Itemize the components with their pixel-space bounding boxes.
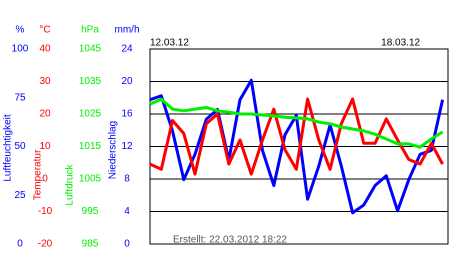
- y-tick-label: 995: [82, 206, 99, 217]
- y-tick-label: 1025: [79, 109, 102, 120]
- annotation: Erstellt: 22.03.2012 18:22: [173, 235, 287, 246]
- axis-unit: hPa: [81, 25, 99, 36]
- y-tick-label: 1015: [79, 141, 102, 152]
- y-tick-label: 24: [121, 44, 133, 55]
- axis-unit: mm/h: [115, 25, 140, 36]
- axis-title: Niederschlag: [108, 121, 119, 179]
- y-tick-label: 1035: [79, 76, 102, 87]
- y-tick-label: 10: [39, 141, 51, 152]
- y-tick-label: -20: [38, 239, 53, 250]
- y-tick-label: 50: [14, 141, 26, 152]
- y-tick-label: 20: [121, 76, 133, 87]
- y-tick-label: 8: [124, 174, 130, 185]
- x-tick-label: 12.03.12: [150, 38, 189, 49]
- series-line: [149, 78, 445, 215]
- axis-title: Temperatur: [33, 149, 44, 200]
- series-line: [149, 97, 444, 149]
- y-tick-label: 16: [121, 109, 133, 120]
- axis-title: Luftdruck: [65, 163, 76, 205]
- y-tick-label: 1045: [79, 44, 102, 55]
- y-tick-label: 75: [14, 92, 26, 103]
- y-tick-label: 40: [39, 44, 51, 55]
- y-tick-label: 0: [124, 239, 130, 250]
- y-tick-label: 0: [42, 174, 48, 185]
- y-tick-label: 985: [82, 239, 99, 250]
- y-tick-label: 25: [14, 190, 26, 201]
- x-tick-label: 18.03.12: [381, 38, 420, 49]
- y-tick-label: 100: [12, 44, 29, 55]
- y-tick-label: 20: [39, 109, 51, 120]
- y-tick-label: 30: [39, 76, 51, 87]
- y-tick-label: -10: [38, 206, 53, 217]
- axis-title: Luftfeuchtigkeit: [3, 114, 14, 181]
- y-tick-label: 1005: [79, 174, 102, 185]
- y-tick-label: 12: [121, 141, 133, 152]
- axis-unit: %: [16, 25, 25, 36]
- y-tick-label: 0: [17, 239, 23, 250]
- axis-unit: °C: [39, 25, 50, 36]
- y-tick-label: 4: [124, 206, 130, 217]
- series-line: [149, 97, 444, 176]
